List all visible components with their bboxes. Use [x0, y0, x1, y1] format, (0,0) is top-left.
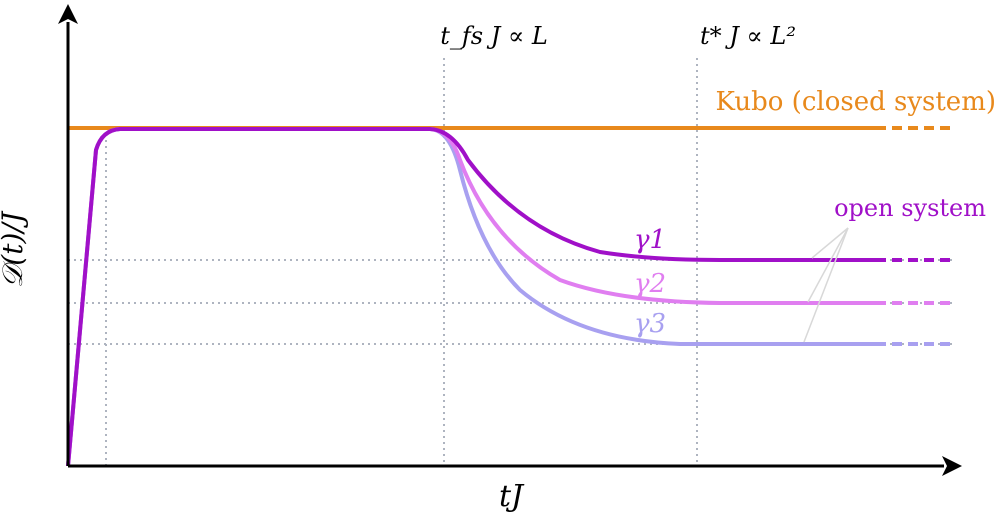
- gamma1-label: γ1: [634, 225, 666, 255]
- tstar-label: t* J ∝ L²: [700, 22, 796, 50]
- x-axis-label: tJ: [499, 479, 525, 512]
- gamma3-curve: [66, 127, 876, 467]
- gamma3-label: γ3: [634, 309, 666, 339]
- y-axis-label: 𝒟(t)/J: [0, 210, 29, 288]
- gamma2-label: γ2: [634, 269, 666, 299]
- open-system-label: open system: [834, 194, 986, 222]
- open-system-pointers: [803, 227, 849, 343]
- tfs-label: t_fs J ∝ L: [440, 22, 548, 50]
- kubo-label: Kubo (closed system): [716, 87, 996, 117]
- gamma1-curve: [66, 127, 876, 467]
- gamma2-curve: [66, 127, 876, 467]
